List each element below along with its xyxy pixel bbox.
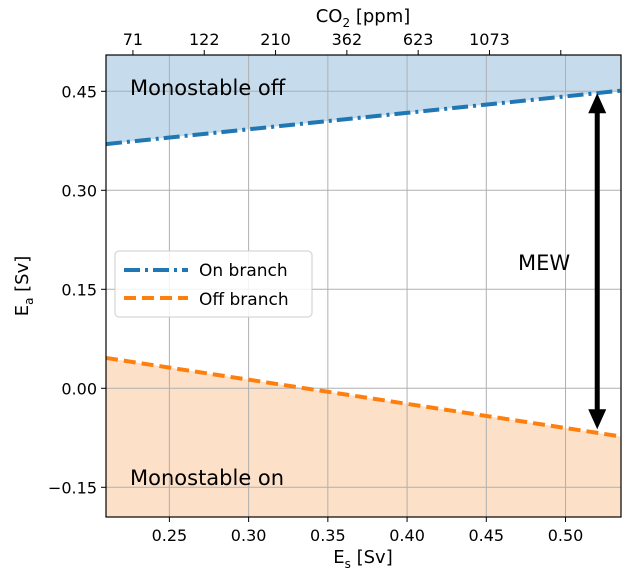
x-tick-label-4: 0.45 xyxy=(468,526,504,545)
y-tick-label-2: 0.15 xyxy=(61,280,97,299)
y-tick-label-0: −0.15 xyxy=(48,478,97,497)
series-off-branch-line xyxy=(105,355,622,439)
y-axis-label: Ea [Sv] xyxy=(12,256,36,317)
top-tick-label-0: 71 xyxy=(123,30,143,49)
mew-arrow-head-bottom xyxy=(588,409,607,430)
mew-arrow-head-top xyxy=(588,93,607,114)
y-tick-label-1: 0.00 xyxy=(61,379,97,398)
mew-arrow xyxy=(588,93,607,430)
y-tick-label-4: 0.45 xyxy=(61,82,97,101)
y-tick-label-3: 0.30 xyxy=(61,181,97,200)
x-tick-label-5: 0.50 xyxy=(548,526,584,545)
annotation-mew: MEW xyxy=(518,251,570,275)
region-label-monostable-off: Monostable off xyxy=(130,76,286,100)
y-axis-ticks: −0.15 0.00 0.15 0.30 0.45 xyxy=(48,82,106,497)
top-axis-label: CO2 [ppm] xyxy=(316,6,411,30)
top-tick-label-5: 1073 xyxy=(469,30,510,49)
legend: On branch Off branch xyxy=(114,250,313,318)
plot-border xyxy=(105,54,622,518)
legend-label-off-branch: Off branch xyxy=(199,290,289,310)
top-tick-label-4: 623 xyxy=(403,30,434,49)
legend-label-on-branch: On branch xyxy=(199,261,288,281)
region-fill-monostable-off xyxy=(106,55,621,145)
x-tick-label-2: 0.35 xyxy=(310,526,346,545)
plot-frame xyxy=(105,54,622,518)
legend-box xyxy=(114,250,313,318)
top-axis-ticks: 71 122 210 362 623 1073 xyxy=(123,30,562,55)
top-tick-label-2: 210 xyxy=(260,30,291,49)
top-tick-label-1: 122 xyxy=(189,30,220,49)
x-tick-label-3: 0.40 xyxy=(389,526,425,545)
x-tick-label-1: 0.30 xyxy=(231,526,267,545)
x-tick-label-0: 0.25 xyxy=(152,526,188,545)
x-axis-label: Es [Sv] xyxy=(333,547,393,571)
region-fills xyxy=(106,55,621,517)
x-axis-ticks: 0.25 0.30 0.35 0.40 0.45 0.50 xyxy=(152,517,584,545)
series-lines xyxy=(105,88,622,439)
region-label-monostable-on: Monostable on xyxy=(130,466,284,490)
top-tick-label-3: 362 xyxy=(332,30,363,49)
region-fill-monostable-on xyxy=(106,357,621,517)
grid-lines xyxy=(106,55,621,517)
